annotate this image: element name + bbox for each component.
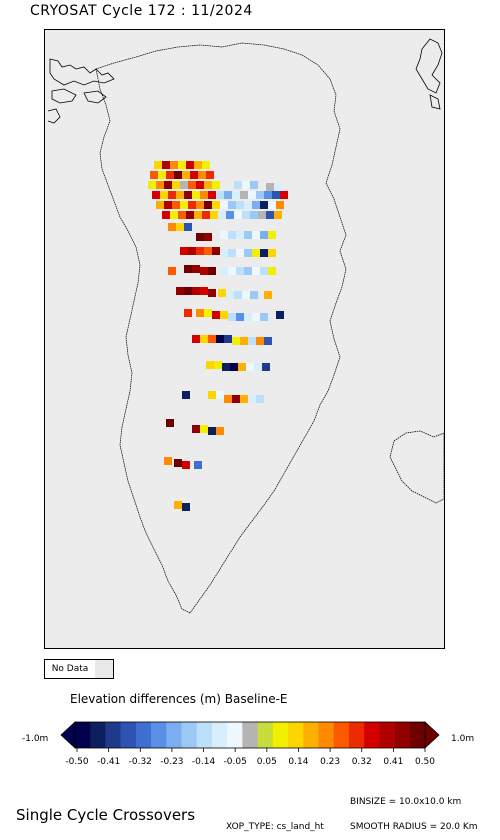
coastline-greenland [95, 42, 347, 614]
coastline-canada [47, 58, 115, 124]
page-title: CRYOSAT Cycle 172 : 11/2024 [30, 3, 253, 19]
no-data-swatch [95, 660, 113, 678]
colorbar-segment [181, 722, 198, 748]
colorbar-segment [303, 722, 319, 748]
colorbar-border [74, 721, 426, 749]
colorbar-segment [196, 722, 213, 748]
no-data-label: No Data [45, 660, 96, 678]
colorbar-tick-label: -0.41 [97, 757, 120, 767]
footer-title: Single Cycle Crossovers [16, 806, 196, 824]
crossover-cells [148, 161, 288, 511]
colorbar-segment [318, 722, 334, 748]
smooth-radius-label: SMOOTH RADIUS = 20.0 Km [350, 822, 478, 832]
colorbar-tick-label: 0.05 [257, 757, 277, 767]
colorbar-tick-label: 0.32 [352, 757, 372, 767]
colorbar-segment [166, 722, 182, 748]
colorbar-tick-label: 0.23 [320, 757, 340, 767]
colorbar-segment [333, 722, 350, 748]
colorbar-segment [364, 722, 380, 748]
colorbar-segment [288, 722, 304, 748]
colorbar-over-triangle [424, 721, 440, 749]
colorbar-segment [242, 722, 258, 748]
coastline-svalbard [415, 38, 443, 110]
legend-title: Elevation differences (m) Baseline-E [70, 692, 288, 706]
colorbar-segment [348, 722, 365, 748]
colorbar-segment [227, 722, 243, 748]
colorbar-under-triangle [60, 721, 76, 749]
no-data-legend: No Data [44, 659, 114, 679]
colorbar-tick-label: -0.50 [65, 757, 89, 767]
colorbar: -0.50 -0.41 -0.32 -0.23 -0.14 -0.05 0.05 0.14 0.… [60, 721, 440, 767]
colorbar-segment [75, 722, 91, 748]
colorbar-segment [135, 722, 152, 748]
colorbar-segment [409, 722, 426, 748]
colorbar-segment [394, 722, 411, 748]
xop-type-label: XOP_TYPE: cs_land_ht [226, 822, 324, 832]
colorbar-min-label: -1.0m [22, 734, 49, 744]
colorbar-tick-label: -0.14 [192, 757, 216, 767]
colorbar-segment [90, 722, 106, 748]
colorbar-tick-label: 0.14 [288, 757, 308, 767]
colorbar-max-label: 1.0m [451, 734, 475, 744]
colorbar-tick-label: -0.32 [129, 757, 152, 767]
colorbar-segment [105, 722, 121, 748]
colorbar-segment [272, 722, 289, 748]
colorbar-tick-label: 0.41 [383, 757, 403, 767]
map-panel [44, 29, 445, 649]
binsize-label: BINSIZE = 10.0x10.0 km [350, 797, 462, 807]
colorbar-segment [379, 722, 395, 748]
colorbar-segment [151, 722, 167, 748]
colorbar-tick-label: -0.05 [224, 757, 247, 767]
coastline-iceland [389, 430, 445, 504]
colorbar-segment [120, 722, 137, 748]
colorbar-segment [257, 722, 274, 748]
colorbar-tick-label: 0.50 [415, 757, 435, 767]
colorbar-segment [211, 722, 228, 748]
colorbar-tick-label: -0.23 [160, 757, 183, 767]
